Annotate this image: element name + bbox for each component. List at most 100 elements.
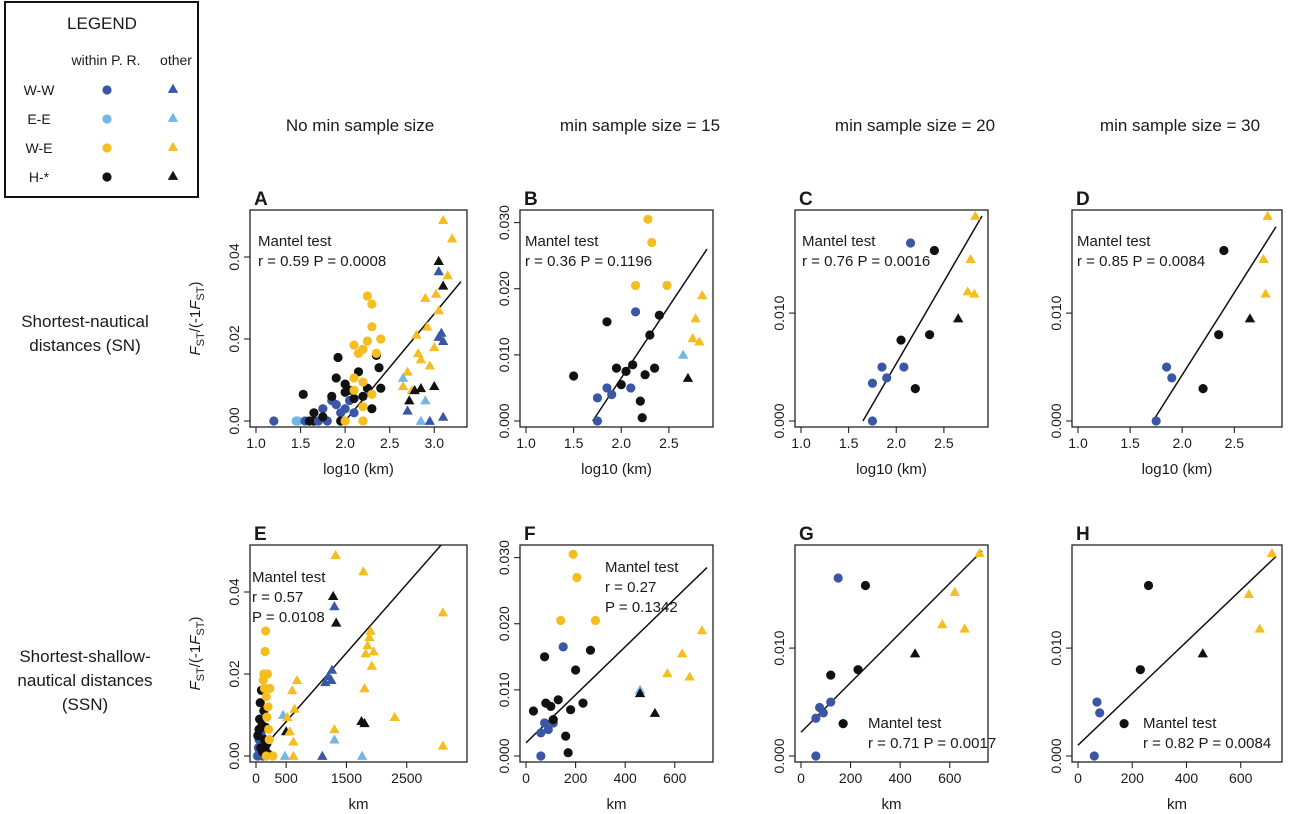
data-point-triangle: [389, 711, 400, 721]
data-point-triangle: [366, 660, 377, 670]
panel-G: G 0 200 400 600 km 0.000 0.010 Mantel test r = 0.…: [771, 524, 996, 813]
data-point-circle: [255, 698, 265, 708]
legend-marker-within-ww: [102, 85, 112, 95]
data-point-circle: [358, 391, 368, 401]
row-title-ssn-line1: Shortest-shallow-: [19, 647, 150, 666]
data-point-triangle: [962, 286, 973, 296]
data-point-triangle: [677, 349, 689, 359]
column-title-2: min sample size = 15: [560, 116, 720, 135]
x-axis: 1.0 1.5 2.0 2.5: [1068, 427, 1244, 451]
data-point-circle: [578, 698, 588, 708]
x-axis: 0 200 400 600: [522, 762, 687, 786]
plot-frame: [249, 209, 468, 428]
x-tick-label: 1.0: [791, 435, 811, 451]
data-point-triangle: [970, 210, 981, 220]
y-tick-label: 0.010: [771, 295, 787, 330]
x-tick-label: 1.5: [564, 435, 584, 451]
data-point-triangle: [397, 380, 409, 391]
y-axis: 0.000 0.010 0.020 0.030: [496, 205, 520, 439]
data-point-circle: [546, 701, 556, 712]
data-point-circle: [362, 336, 373, 346]
y-tick-label: 0.000: [1048, 738, 1064, 773]
y-tick-label: 0.04: [226, 578, 242, 605]
data-point-triangle: [697, 290, 708, 300]
panel-letter: G: [799, 524, 814, 545]
panel-C: C 1.0 1.5 2.0 2.5 log10 (km) 0.000 0.010 Mantel …: [771, 189, 989, 478]
y-axis: 0.00 0.02 0.04: [226, 578, 250, 770]
data-point-triangle: [413, 348, 424, 358]
mantel-annotation: r = 0.82 P = 0.0084: [1143, 735, 1271, 752]
x-axis-label: km: [607, 796, 627, 813]
data-point-circle: [268, 751, 278, 761]
data-point-triangle: [649, 707, 661, 717]
data-point-triangle: [284, 726, 295, 736]
data-point-circle: [905, 238, 916, 248]
y-tick-label: 0.010: [1048, 295, 1064, 330]
data-point-triangle: [362, 640, 373, 650]
mantel-annotation: r = 0.36 P = 0.1196: [525, 253, 652, 270]
data-point-triangle: [326, 674, 337, 685]
data-point-circle: [645, 330, 655, 340]
data-point-triangle: [433, 266, 444, 276]
data-point-triangle: [1254, 623, 1265, 633]
data-point-circle: [643, 214, 653, 224]
x-tick-label: 2.5: [934, 435, 954, 451]
data-point-circle: [358, 344, 368, 354]
x-axis-label: log10 (km): [581, 461, 652, 478]
data-point-triangle: [329, 601, 340, 611]
data-point-circle: [367, 322, 377, 332]
data-point-circle: [362, 291, 373, 301]
y-axis: 0.000 0.010: [1048, 630, 1072, 774]
data-point-circle: [616, 380, 626, 390]
data-points: [252, 549, 449, 761]
data-point-triangle: [327, 590, 339, 600]
data-point-triangle: [952, 313, 964, 323]
legend-col-within: within P. R.: [71, 52, 141, 68]
mantel-annotation: P = 0.0108: [252, 609, 325, 626]
mantel-annotation: Mantel test: [605, 559, 679, 576]
data-point-circle: [630, 307, 641, 317]
x-axis: 1.0 1.5 2.0 2.5: [516, 427, 679, 451]
mantel-annotation: r = 0.57: [252, 589, 303, 606]
data-point-circle: [1161, 362, 1172, 372]
data-point-circle: [528, 706, 539, 716]
data-point-circle: [570, 665, 581, 675]
data-point-triangle: [415, 383, 427, 393]
data-point-circle: [867, 378, 878, 388]
data-point-triangle: [433, 305, 444, 315]
data-point-triangle: [694, 336, 705, 346]
plot-frame: [794, 544, 989, 763]
plot-frame: [519, 209, 714, 428]
data-point-circle: [318, 412, 328, 422]
x-axis-label: log10 (km): [856, 461, 927, 478]
data-point-triangle: [330, 617, 342, 627]
y-tick-label: 0.000: [771, 738, 787, 773]
data-point-triangle: [359, 718, 370, 728]
data-point-circle: [925, 330, 935, 340]
x-tick-label: 0: [1074, 770, 1082, 786]
data-point-circle: [602, 383, 612, 393]
x-tick-label: 0: [522, 770, 530, 786]
data-point-triangle: [365, 625, 376, 635]
data-point-triangle: [446, 233, 458, 243]
data-point-circle: [1167, 373, 1177, 383]
data-point-circle: [877, 362, 887, 372]
row-title-sn: Shortest-nautical distances (SN): [21, 312, 149, 355]
x-tick-label: 0: [252, 770, 260, 786]
y-tick-label: 0.04: [226, 243, 242, 270]
data-point-circle: [853, 665, 863, 675]
data-point-circle: [293, 416, 303, 426]
x-tick-label: 2.0: [887, 435, 907, 451]
row-title-ssn-line3: (SSN): [62, 695, 108, 714]
panel-D: D 1.0 1.5 2.0 2.5 log10 (km) 0.000 0.010 Mantel …: [1048, 189, 1283, 478]
panel-E: E 0 500 1500 2500 km 0.00 0.02 0.04 FST/(-1FST) Ma…: [187, 524, 468, 813]
x-tick-label: 400: [613, 770, 637, 786]
y-tick-label: 0.010: [1048, 630, 1064, 665]
data-point-triangle: [437, 740, 449, 750]
x-tick-label: 1.0: [246, 435, 266, 451]
data-point-triangle: [437, 411, 449, 421]
data-points: [269, 214, 458, 426]
panel-letter: H: [1076, 524, 1090, 545]
x-tick-label: 1.0: [1068, 435, 1088, 451]
